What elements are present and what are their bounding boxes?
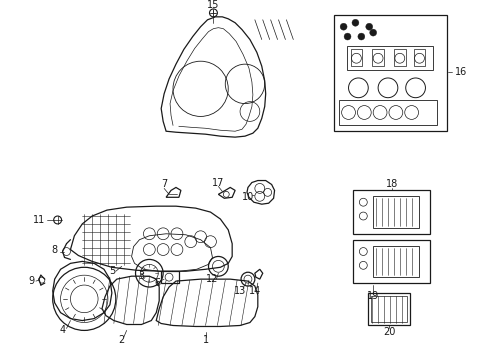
- Text: 12: 12: [206, 274, 218, 284]
- Text: 17: 17: [212, 177, 224, 188]
- Circle shape: [365, 23, 372, 30]
- Bar: [371, 49, 383, 66]
- Text: 14: 14: [248, 286, 261, 296]
- Text: 15: 15: [207, 0, 219, 10]
- Text: 6: 6: [154, 278, 160, 288]
- Bar: [367, 293, 409, 324]
- Bar: [372, 196, 418, 228]
- Text: 11: 11: [33, 215, 45, 225]
- Text: 16: 16: [454, 67, 467, 77]
- Bar: [353, 240, 429, 283]
- Text: 9: 9: [28, 276, 34, 286]
- Bar: [350, 49, 362, 66]
- Circle shape: [369, 29, 376, 36]
- Bar: [338, 100, 436, 125]
- Bar: [413, 49, 425, 66]
- Text: 7: 7: [161, 180, 167, 189]
- Circle shape: [357, 33, 364, 40]
- Bar: [333, 15, 446, 131]
- Text: 20: 20: [382, 327, 394, 337]
- Text: 8: 8: [52, 244, 58, 255]
- Circle shape: [344, 33, 350, 40]
- Bar: [393, 49, 405, 66]
- Text: 2: 2: [119, 335, 124, 345]
- Text: 4: 4: [60, 325, 65, 336]
- Bar: [370, 296, 406, 321]
- Text: 1: 1: [202, 335, 208, 345]
- Text: 3: 3: [138, 271, 144, 281]
- Text: 13: 13: [233, 286, 245, 296]
- Text: 18: 18: [385, 180, 397, 189]
- Bar: [346, 46, 432, 70]
- Bar: [161, 271, 179, 283]
- Circle shape: [351, 19, 358, 26]
- Text: 19: 19: [366, 291, 379, 301]
- Bar: [372, 246, 418, 277]
- Bar: [353, 190, 429, 234]
- Circle shape: [340, 23, 346, 30]
- Text: 5: 5: [108, 266, 115, 276]
- Text: 10: 10: [242, 192, 254, 202]
